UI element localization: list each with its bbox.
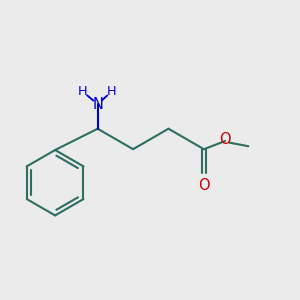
Text: O: O: [219, 132, 231, 147]
Text: H: H: [78, 85, 88, 98]
Text: N: N: [92, 97, 103, 112]
Text: H: H: [106, 85, 116, 98]
Text: O: O: [198, 178, 210, 193]
